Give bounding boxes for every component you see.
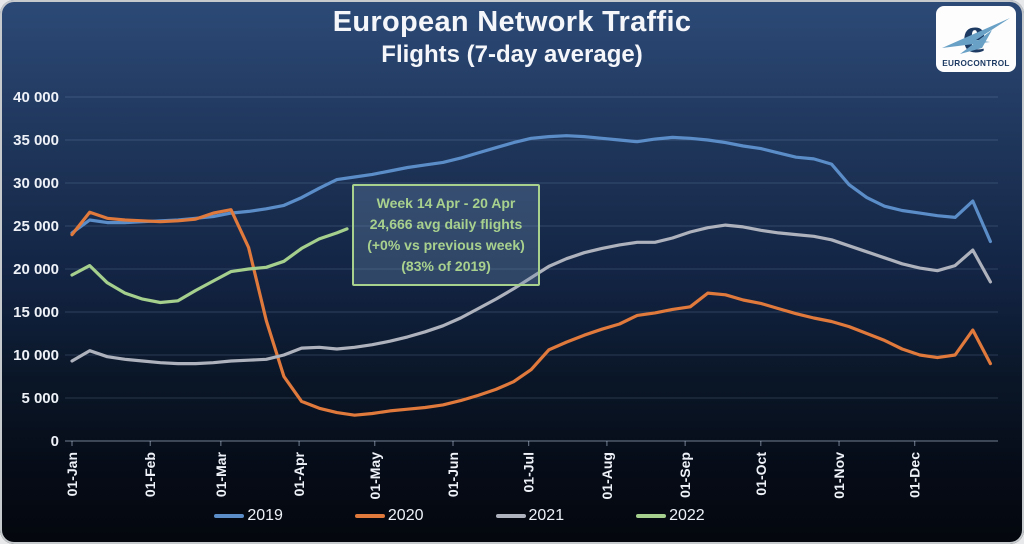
page-title: European Network Traffic (332, 6, 692, 38)
legend-label-2021: 2021 (528, 507, 565, 524)
x-axis-tick-label: 01-Dec (907, 452, 923, 498)
x-axis-tick-label: 01-Jan (64, 452, 80, 496)
eurocontrol-logo: e EUROCONTROL (936, 6, 1016, 72)
legend-swatch-2022 (636, 514, 667, 518)
x-axis-tick-label: 01-Mar (213, 451, 229, 497)
eurocontrol-logo-icon: e EUROCONTROL (942, 8, 1010, 68)
annotation-avg-flights: 24,666 avg daily flights (369, 216, 523, 232)
x-axis-tick-label: 01-Aug (599, 452, 615, 499)
series-line-2022 (70, 227, 349, 305)
x-axis-tick-label: 01-Sep (677, 452, 693, 498)
y-axis-tick-label: 5 000 (21, 390, 59, 407)
x-axis-tick-label: 01-Oct (753, 452, 769, 496)
legend-swatch-2019 (214, 514, 245, 518)
series-line-2021 (70, 223, 993, 366)
x-axis-tick-label: 01-Nov (831, 452, 847, 499)
x-axis-tick-label: 01-May (367, 452, 383, 500)
y-axis-tick-label: 0 (51, 433, 59, 450)
y-axis-tick-label: 35 000 (13, 132, 59, 149)
annotation-pct-of-2019: (83% of 2019) (401, 258, 491, 274)
chart-header: European Network Traffic Flights (7-day … (0, 6, 1024, 69)
legend-item-2020: 2020 (354, 507, 424, 525)
legend-item-2019: 2019 (214, 507, 283, 525)
annotation-week-range: Week 14 Apr - 20 Apr (376, 195, 516, 211)
svg-text:EUROCONTROL: EUROCONTROL (942, 59, 1009, 68)
legend-label-2022: 2022 (669, 507, 705, 524)
annotation-vs-prev-week: (+0% vs previous week) (367, 237, 525, 253)
legend-item-2022: 2022 (636, 507, 705, 525)
legend: 2019 2020 2021 2022 (0, 507, 1024, 525)
series-line-2019 (70, 134, 993, 244)
week-annotation-box: Week 14 Apr - 20 Apr 24,666 avg daily fl… (352, 184, 540, 286)
y-axis-tick-label: 40 000 (13, 89, 59, 106)
legend-swatch-2021 (495, 514, 526, 518)
y-axis-tick-label: 20 000 (13, 261, 59, 278)
y-axis-tick-label: 25 000 (13, 218, 59, 235)
y-axis-tick-label: 10 000 (13, 347, 59, 364)
x-axis-tick-label: 01-Feb (142, 452, 158, 497)
y-axis-tick-label: 30 000 (13, 175, 59, 192)
legend-item-2021: 2021 (495, 507, 565, 525)
x-axis-tick-label: 01-Jul (521, 452, 537, 492)
series-line-2020 (70, 208, 993, 417)
page-subtitle: Flights (7-day average) (381, 41, 643, 68)
legend-label-2020: 2020 (387, 507, 424, 524)
y-axis-tick-label: 15 000 (13, 304, 59, 321)
legend-swatch-2020 (354, 514, 385, 518)
x-axis-tick-label: 01-Apr (291, 451, 307, 496)
legend-label-2019: 2019 (247, 507, 283, 524)
x-axis-tick-label: 01-Jun (445, 452, 461, 497)
